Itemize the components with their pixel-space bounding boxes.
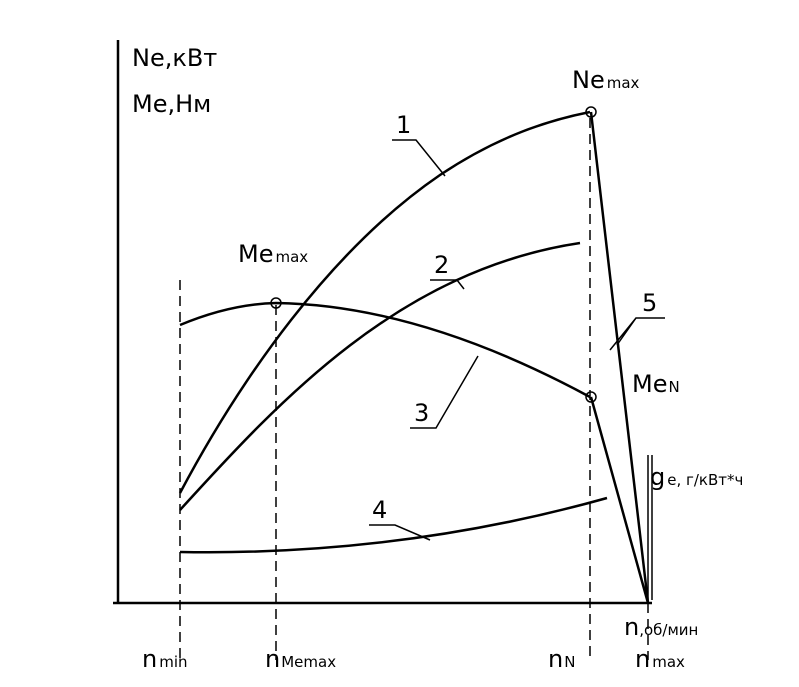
axis-label: Me,Нм [132, 90, 211, 118]
curve-label: 3 [414, 399, 429, 427]
curve-4 [179, 496, 608, 554]
t: max [607, 74, 640, 92]
x-label: nN [548, 645, 575, 673]
point-label: Ne max [572, 66, 640, 94]
t: e, г/кВт*ч [667, 471, 743, 489]
point-marker [270, 297, 282, 309]
point-marker [585, 391, 597, 403]
t: n [265, 645, 280, 673]
curve-2 [179, 241, 581, 511]
t: n [624, 613, 639, 641]
leader [430, 279, 465, 290]
curve-5 [589, 111, 650, 604]
curve-label: 2 [434, 251, 449, 279]
curve-1 [178, 110, 591, 494]
leader [609, 317, 665, 351]
t: max [652, 653, 685, 671]
leader [410, 355, 479, 429]
t: n [635, 645, 650, 673]
point-marker [585, 106, 597, 118]
t: n [142, 645, 157, 673]
axis-label: n,об/мин [624, 613, 698, 641]
axis-label: Ne,кВт [132, 44, 217, 72]
leader [392, 139, 446, 177]
t: N [668, 378, 679, 396]
point-label: Me max [238, 240, 308, 268]
leader [369, 524, 431, 541]
t: Memax [281, 653, 336, 671]
curve-label: 1 [396, 111, 411, 139]
t: n [548, 645, 563, 673]
x-label: n min [142, 645, 188, 673]
t: min [159, 653, 187, 671]
curve-3 [179, 301, 591, 399]
axis-label: g e, г/кВт*ч [650, 463, 743, 491]
t: max [275, 248, 308, 266]
point-label: MeN [632, 370, 680, 398]
curve-label: 5 [642, 289, 657, 317]
t: ,об/мин [639, 621, 698, 639]
x-label: n max [635, 645, 685, 673]
t: Me [632, 370, 667, 398]
t: g [650, 463, 665, 491]
t: N [564, 653, 575, 671]
t: Me [238, 240, 273, 268]
curve-label: 4 [372, 496, 387, 524]
x-label: nMemax [265, 645, 336, 673]
t: Ne [572, 66, 605, 94]
